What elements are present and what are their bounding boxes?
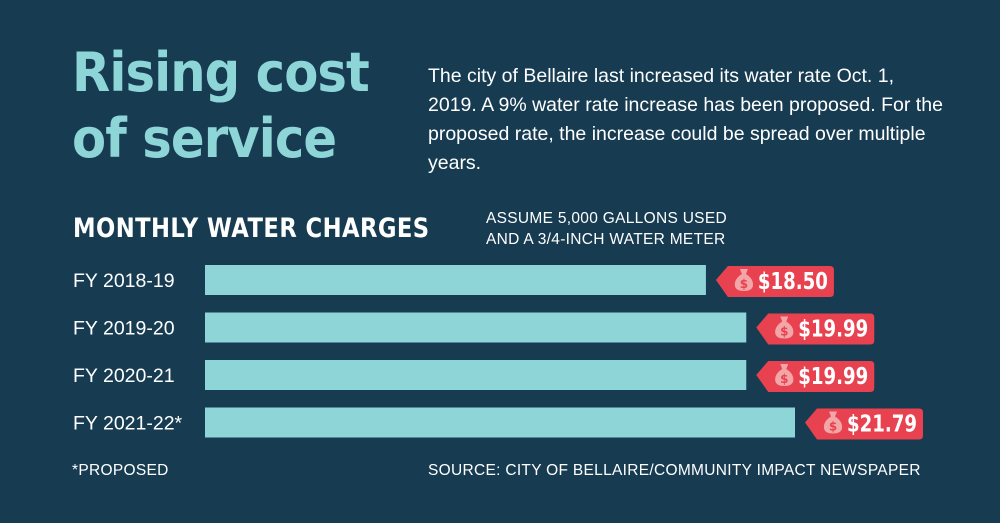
chart-subtitle-line-2: AND A 3/4-INCH WATER METER: [486, 231, 726, 248]
svg-text:$: $: [780, 325, 788, 339]
intro-text: The city of Bellaire last increased its …: [428, 65, 943, 174]
chart-heading: MONTHLY WATER CHARGES: [73, 213, 430, 244]
category-label: FY 2020-21: [73, 365, 175, 387]
chart-title-main: Rising cost of service: [72, 41, 370, 170]
category-label: FY 2019-20: [73, 318, 175, 340]
value-label: $19.99: [798, 364, 868, 390]
money-bag-icon: $: [734, 269, 754, 291]
bar: [205, 360, 747, 390]
bar: [205, 407, 795, 438]
category-label: FY 2018-19: [73, 270, 175, 292]
value-label: $18.50: [758, 269, 828, 295]
source-credit: SOURCE: CITY OF BELLAIRE/COMMUNITY IMPAC…: [428, 462, 921, 479]
money-bag-icon: $: [823, 411, 843, 434]
bar: [205, 312, 747, 343]
svg-text:$: $: [829, 420, 837, 434]
money-bag-icon: $: [775, 364, 794, 386]
value-label: $21.79: [847, 412, 917, 438]
bar: [205, 265, 706, 295]
value-label: $19.99: [798, 317, 868, 343]
money-bag-icon: $: [775, 316, 794, 339]
footnote: *PROPOSED: [72, 462, 169, 479]
chart-subtitle-line-1: ASSUME 5,000 GALLONS USED: [486, 210, 727, 227]
category-label: FY 2021-22*: [73, 413, 183, 435]
svg-text:$: $: [780, 372, 788, 386]
chart-subtitle: ASSUME 5,000 GALLONS USED AND A 3/4-INCH…: [486, 208, 727, 250]
svg-text:$: $: [740, 277, 748, 291]
